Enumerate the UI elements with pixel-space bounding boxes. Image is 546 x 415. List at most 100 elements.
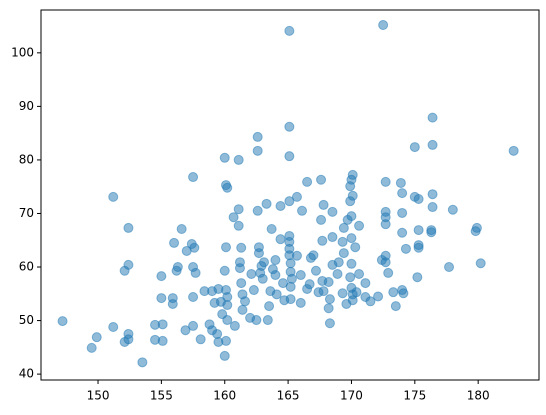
x-tick-label: 165 (277, 389, 300, 403)
point (259, 257, 270, 268)
point (176, 224, 187, 235)
point (228, 212, 239, 223)
point (270, 270, 281, 281)
point (427, 112, 438, 123)
point (246, 268, 257, 279)
point (347, 190, 358, 201)
point (475, 258, 486, 269)
point (284, 196, 295, 207)
point (285, 258, 296, 269)
point (318, 199, 329, 210)
point (236, 242, 247, 253)
point (508, 145, 519, 156)
point (157, 319, 168, 330)
point (345, 272, 356, 283)
point (275, 234, 286, 245)
y-tick-label: 40 (19, 367, 34, 381)
point (237, 304, 248, 315)
point (333, 257, 344, 268)
point (323, 277, 334, 288)
point (310, 265, 321, 276)
point (376, 255, 387, 266)
point (219, 350, 230, 361)
point (221, 242, 232, 253)
x-tick-label: 160 (213, 389, 236, 403)
point (264, 301, 275, 312)
y-tick-label: 90 (19, 99, 34, 113)
point (236, 278, 247, 289)
point (327, 206, 338, 217)
x-tick-label: 170 (340, 389, 363, 403)
point (337, 288, 348, 299)
point (351, 287, 362, 298)
y-tick-label: 50 (19, 313, 34, 327)
point (234, 257, 245, 268)
point (400, 243, 411, 254)
point (266, 224, 277, 235)
point (338, 248, 349, 259)
point (316, 174, 327, 185)
point (169, 237, 180, 248)
point (302, 176, 313, 187)
point (291, 250, 302, 261)
point (346, 211, 357, 222)
point (286, 273, 297, 284)
point (413, 240, 424, 251)
x-tick-label: 180 (467, 389, 490, 403)
point (398, 288, 409, 299)
x-tick-label: 155 (150, 389, 173, 403)
point (317, 235, 328, 246)
point (252, 205, 263, 216)
point (337, 236, 348, 247)
y-tick-label: 80 (19, 152, 34, 166)
y-tick-label: 70 (19, 206, 34, 220)
point (295, 270, 306, 281)
point (346, 258, 357, 269)
x-tick-label: 150 (87, 389, 110, 403)
point (156, 271, 167, 282)
point (378, 19, 389, 30)
point (395, 177, 406, 188)
point (57, 316, 68, 327)
point (233, 204, 244, 215)
point (190, 267, 201, 278)
point (338, 222, 349, 233)
point (304, 279, 315, 290)
point (188, 292, 199, 303)
point (332, 268, 343, 279)
point (413, 225, 424, 236)
point (284, 25, 295, 36)
point (373, 291, 384, 302)
point (284, 121, 295, 132)
point (215, 296, 226, 307)
point (412, 272, 423, 283)
point (86, 342, 97, 353)
point (350, 242, 361, 253)
point (285, 294, 296, 305)
point (221, 285, 232, 296)
point (123, 222, 134, 233)
point (285, 281, 296, 292)
point (291, 191, 302, 202)
point (427, 189, 438, 200)
point (262, 315, 273, 326)
point (426, 227, 437, 238)
point (354, 220, 365, 231)
point (172, 262, 183, 273)
point (252, 131, 263, 142)
point (345, 181, 356, 192)
point (295, 297, 306, 308)
point (195, 334, 206, 345)
point (275, 200, 286, 211)
point (397, 227, 408, 238)
point (108, 191, 119, 202)
point (248, 285, 259, 296)
point (157, 335, 168, 346)
point (324, 294, 335, 305)
point (240, 296, 251, 307)
point (233, 220, 244, 231)
point (447, 204, 458, 215)
point (217, 309, 228, 320)
point (257, 273, 268, 284)
point (219, 265, 230, 276)
